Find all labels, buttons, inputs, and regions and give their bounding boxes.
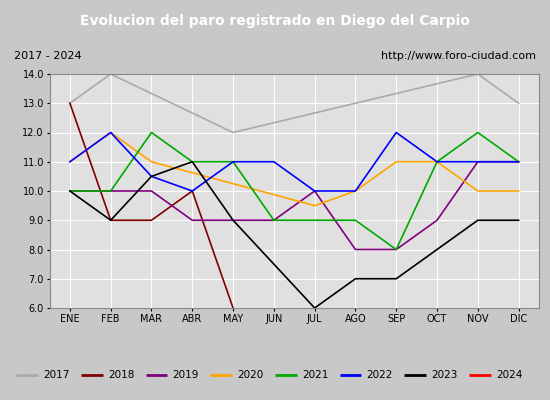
- Text: 2017 - 2024: 2017 - 2024: [14, 51, 81, 61]
- Text: 2024: 2024: [496, 370, 522, 380]
- Text: 2022: 2022: [367, 370, 393, 380]
- Text: 2021: 2021: [302, 370, 328, 380]
- Text: Evolucion del paro registrado en Diego del Carpio: Evolucion del paro registrado en Diego d…: [80, 14, 470, 28]
- Text: 2023: 2023: [431, 370, 458, 380]
- Text: 2018: 2018: [108, 370, 134, 380]
- Text: 2020: 2020: [237, 370, 263, 380]
- Text: 2019: 2019: [173, 370, 199, 380]
- Text: http://www.foro-ciudad.com: http://www.foro-ciudad.com: [381, 51, 536, 61]
- Text: 2017: 2017: [43, 370, 70, 380]
